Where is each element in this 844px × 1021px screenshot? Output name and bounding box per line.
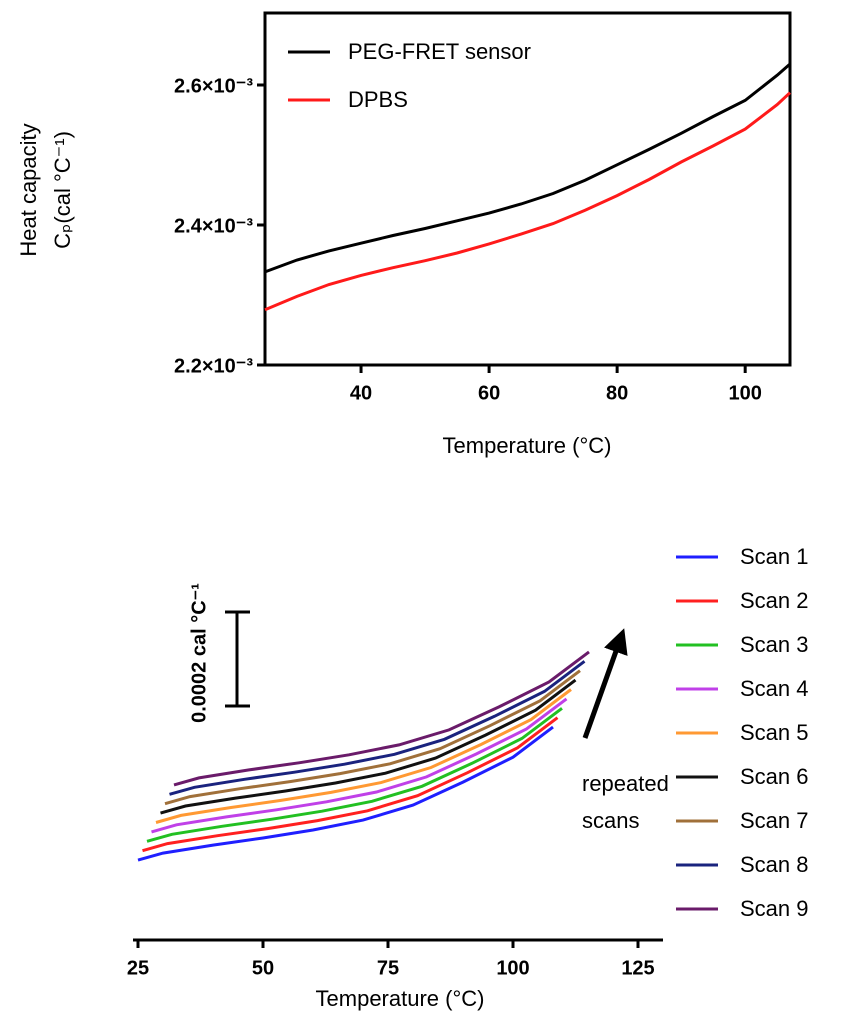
y-axis-label: Heat capacity bbox=[16, 123, 41, 256]
legend-label: Scan 4 bbox=[740, 676, 809, 701]
y-axis-label: Cₚ(cal °C⁻¹) bbox=[50, 131, 75, 249]
legend-label: Scan 8 bbox=[740, 852, 809, 877]
y-tick-label: 2.4×10⁻³ bbox=[174, 215, 253, 237]
x-tick-label: 60 bbox=[478, 382, 500, 404]
legend-label: Scan 1 bbox=[740, 544, 809, 569]
annotation: repeated bbox=[582, 771, 669, 796]
data-line bbox=[142, 716, 559, 853]
data-line bbox=[264, 62, 791, 274]
data-line bbox=[173, 650, 590, 787]
data-line bbox=[146, 707, 563, 843]
legend-label: PEG-FRET sensor bbox=[348, 39, 531, 64]
x-tick-label: 25 bbox=[127, 957, 149, 979]
x-tick-label: 75 bbox=[377, 957, 399, 979]
legend-label: DPBS bbox=[348, 87, 408, 112]
data-line bbox=[164, 669, 581, 806]
x-tick-label: 50 bbox=[252, 957, 274, 979]
x-tick-label: 80 bbox=[606, 382, 628, 404]
data-line bbox=[160, 678, 577, 815]
y-tick-label: 2.6×10⁻³ bbox=[174, 75, 253, 97]
data-line bbox=[169, 660, 586, 796]
data-line bbox=[151, 697, 568, 834]
scale-bar-label: 0.0002 cal °C⁻¹ bbox=[188, 583, 210, 723]
arrow bbox=[582, 628, 628, 739]
x-tick-label: 100 bbox=[728, 382, 761, 404]
legend-label: Scan 3 bbox=[740, 632, 809, 657]
data-line bbox=[137, 725, 554, 862]
legend-label: Scan 6 bbox=[740, 764, 809, 789]
y-tick-label: 2.2×10⁻³ bbox=[174, 355, 253, 377]
legend-label: Scan 9 bbox=[740, 896, 809, 921]
plot-frame bbox=[263, 11, 792, 367]
annotation: scans bbox=[582, 808, 639, 833]
x-axis-label: Temperature (°C) bbox=[443, 433, 612, 458]
scale-bar bbox=[225, 610, 250, 708]
data-line bbox=[264, 91, 792, 312]
x-tick-label: 40 bbox=[350, 382, 372, 404]
x-tick-label: 100 bbox=[496, 957, 529, 979]
x-axis-label: Temperature (°C) bbox=[316, 986, 485, 1011]
legend-label: Scan 5 bbox=[740, 720, 809, 745]
legend-label: Scan 2 bbox=[740, 588, 809, 613]
data-line bbox=[155, 688, 572, 824]
legend-label: Scan 7 bbox=[740, 808, 809, 833]
x-tick-label: 125 bbox=[621, 957, 654, 979]
